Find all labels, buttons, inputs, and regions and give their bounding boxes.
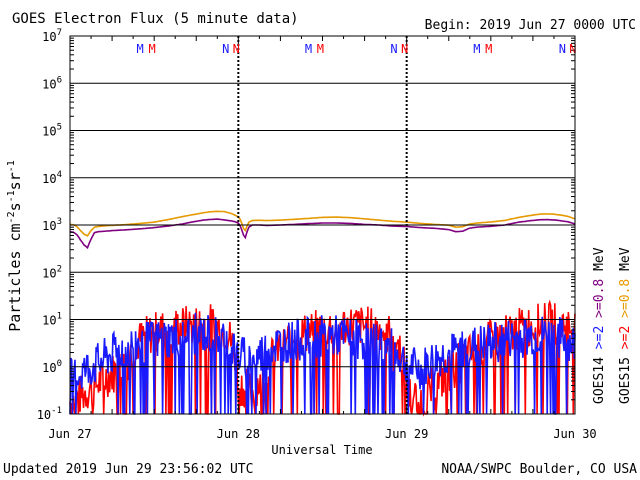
y-label-part: s: [6, 202, 24, 211]
orbit-marker: M: [148, 42, 155, 56]
y-tick-exponent: 5: [57, 123, 62, 133]
legend-goes15: GOES15 >=2 >=0.8 MeV: [618, 247, 633, 404]
y-label-part: -1: [6, 190, 17, 202]
y-label-part: sr: [6, 172, 24, 190]
y-tick-label: 103: [42, 217, 62, 233]
legend-text: GOES15 >=2 >=0.8 MeV: [618, 247, 633, 404]
orbit-marker: M: [137, 42, 144, 56]
series-layer: [69, 210, 576, 417]
y-label-part: Particles cm: [6, 223, 24, 331]
y-tick-label: 105: [42, 123, 62, 139]
y-tick-base: 10: [37, 408, 51, 422]
y-tick-base: 10: [42, 361, 56, 375]
chart-title: GOES Electron Flux (5 minute data): [12, 11, 299, 27]
series-line-goes14-08mev: [69, 218, 576, 250]
y-axis-label: Particles cm-2s-1sr-1: [6, 160, 24, 332]
legend-high-channel: >=2: [592, 318, 607, 349]
x-tick-label: Jun 27: [48, 427, 91, 441]
legend-high-channel: >=2: [618, 318, 633, 349]
source-text: NOAA/SWPC Boulder, CO USA: [441, 462, 637, 477]
y-tick-base: 10: [42, 30, 56, 44]
y-label-part: -2: [6, 211, 17, 223]
legend-satellite: GOES14: [592, 349, 607, 404]
orbit-marker: N: [390, 42, 397, 56]
x-tick-label: Jun 28: [217, 427, 260, 441]
plot-frame: [69, 35, 576, 415]
y-tick-base: 10: [42, 172, 56, 186]
y-tick-exponent: 7: [57, 28, 62, 38]
y-tick-label: 10-1: [37, 406, 62, 422]
y-tick-label: 101: [42, 312, 62, 328]
legend-low-channel: >=0.8: [592, 271, 607, 318]
orbit-marker: N: [559, 42, 566, 56]
y-tick-base: 10: [42, 314, 56, 328]
legend-unit: MeV: [618, 247, 633, 271]
y-tick-exponent: -1: [51, 406, 62, 416]
y-tick-base: 10: [42, 266, 56, 280]
y-tick-base: 10: [42, 219, 56, 233]
y-tick-base: 10: [42, 77, 56, 91]
grid-layer: [69, 36, 576, 414]
orbit-marker: N: [233, 42, 240, 56]
y-tick-base: 10: [42, 125, 56, 139]
y-tick-label: 104: [42, 170, 62, 186]
x-axis-label: Universal Time: [271, 443, 372, 457]
x-tick-label: Jun 30: [553, 427, 596, 441]
y-tick-label: 107: [42, 28, 62, 44]
legend-unit: MeV: [592, 247, 607, 271]
orbit-marker: M: [473, 42, 480, 56]
orbit-marker: N: [401, 42, 408, 56]
orbit-marker: N: [222, 42, 229, 56]
y-tick-exponent: 2: [57, 264, 62, 274]
y-label-part: -1: [6, 160, 17, 172]
x-tick-labels: Jun 27 Jun 28 Jun 29 Jun 30: [48, 427, 596, 441]
legend-text: GOES14 >=2 >=0.8 MeV: [592, 247, 607, 404]
y-tick-exponent: 1: [57, 312, 62, 322]
y-tick-label: 102: [42, 264, 62, 280]
y-tick-exponent: 3: [57, 217, 62, 227]
orbit-marker: M: [305, 42, 312, 56]
y-tick-label: 100: [42, 359, 62, 375]
orbit-marker: M: [485, 42, 492, 56]
series-line-goes15-08mev: [69, 210, 576, 237]
updated-text: Updated 2019 Jun 29 23:56:02 UTC: [3, 462, 253, 477]
orbit-marker: N: [569, 42, 576, 56]
orbit-marker: M: [317, 42, 324, 56]
y-tick-exponent: 4: [57, 170, 62, 180]
y-tick-exponent: 0: [57, 359, 62, 369]
legend-low-channel: >=0.8: [618, 271, 633, 318]
legend-satellite: GOES15: [618, 349, 633, 404]
x-tick-label: Jun 29: [385, 427, 428, 441]
y-axis-label-text: Particles cm-2s-1sr-1: [6, 160, 24, 332]
begin-time: Begin: 2019 Jun 27 0000 UTC: [425, 18, 636, 33]
y-tick-exponent: 6: [57, 75, 62, 85]
y-tick-label: 106: [42, 75, 62, 91]
legend-goes14: GOES14 >=2 >=0.8 MeV: [592, 247, 607, 404]
